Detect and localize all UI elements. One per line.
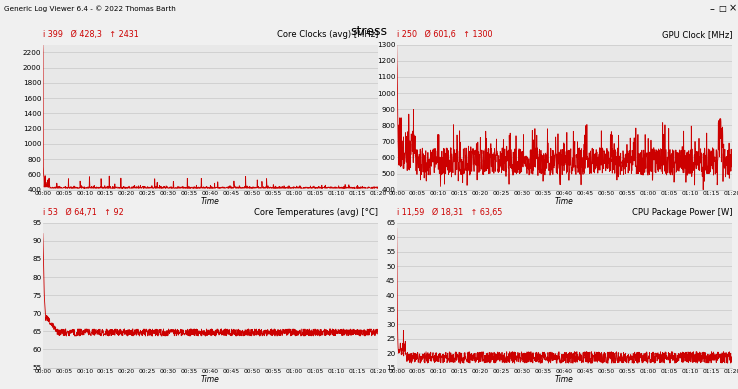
Text: stress: stress [351,25,387,38]
Text: CPU Package Power [W]: CPU Package Power [W] [632,208,732,217]
X-axis label: Time: Time [201,375,220,384]
Text: –: – [710,4,714,14]
Text: i 250   Ø 601,6   ↑ 1300: i 250 Ø 601,6 ↑ 1300 [397,30,492,39]
Text: □: □ [719,4,726,13]
Text: Core Temperatures (avg) [°C]: Core Temperatures (avg) [°C] [254,208,378,217]
Text: Core Clocks (avg) [MHz]: Core Clocks (avg) [MHz] [277,30,378,39]
X-axis label: Time: Time [555,197,574,207]
Text: i 11,59   Ø 18,31   ↑ 63,65: i 11,59 Ø 18,31 ↑ 63,65 [397,208,502,217]
X-axis label: Time: Time [201,197,220,207]
Text: GPU Clock [MHz]: GPU Clock [MHz] [661,30,732,39]
Text: Generic Log Viewer 6.4 - © 2022 Thomas Barth: Generic Log Viewer 6.4 - © 2022 Thomas B… [4,5,176,12]
Text: i 399   Ø 428,3   ↑ 2431: i 399 Ø 428,3 ↑ 2431 [43,30,139,39]
Text: i 53   Ø 64,71   ↑ 92: i 53 Ø 64,71 ↑ 92 [43,208,123,217]
X-axis label: Time: Time [555,375,574,384]
Text: ×: × [728,4,737,14]
